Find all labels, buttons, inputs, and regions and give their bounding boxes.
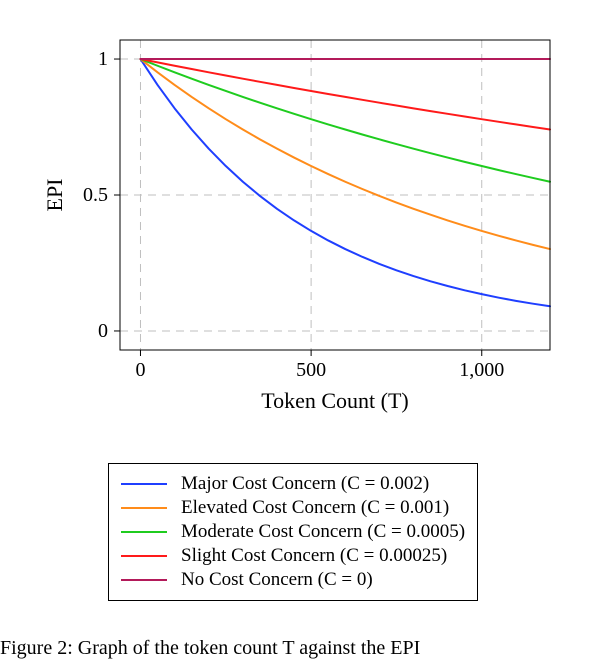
svg-text:0: 0	[98, 320, 108, 342]
legend-swatch-4	[121, 579, 167, 581]
legend-swatch-1	[121, 507, 167, 509]
legend-row-2: Moderate Cost Concern (C = 0.0005)	[121, 520, 465, 544]
legend-swatch-0	[121, 483, 167, 485]
series-line-3	[140, 59, 550, 129]
legend-label-1: Elevated Cost Concern (C = 0.001)	[181, 497, 449, 519]
series-line-1	[140, 59, 550, 249]
legend-label-0: Major Cost Concern (C = 0.002)	[181, 473, 429, 495]
legend-row-3: Slight Cost Concern (C = 0.00025)	[121, 544, 465, 568]
svg-text:0: 0	[135, 359, 145, 381]
epi-chart: 0 500 1,000 0 0.5 1 Token Count (T) EPI	[30, 20, 590, 445]
svg-text:1,000: 1,000	[459, 359, 504, 381]
svg-text:500: 500	[296, 359, 326, 381]
x-axis-label: Token Count (T)	[261, 388, 409, 413]
legend-label-2: Moderate Cost Concern (C = 0.0005)	[181, 521, 465, 543]
legend-swatch-2	[121, 531, 167, 533]
legend: Major Cost Concern (C = 0.002)Elevated C…	[108, 463, 478, 601]
legend-row-0: Major Cost Concern (C = 0.002)	[121, 472, 465, 496]
svg-text:1: 1	[98, 48, 108, 70]
legend-swatch-3	[121, 555, 167, 557]
y-axis-label: EPI	[42, 179, 67, 212]
legend-row-1: Elevated Cost Concern (C = 0.001)	[121, 496, 465, 520]
chart-svg: 0 500 1,000 0 0.5 1 Token Count (T) EPI	[30, 20, 590, 440]
legend-row-4: No Cost Concern (C = 0)	[121, 568, 465, 592]
figure-caption: Figure 2: Graph of the token count T aga…	[0, 637, 420, 660]
legend-label-4: No Cost Concern (C = 0)	[181, 569, 373, 591]
legend-label-3: Slight Cost Concern (C = 0.00025)	[181, 545, 447, 567]
svg-text:0.5: 0.5	[83, 184, 108, 206]
